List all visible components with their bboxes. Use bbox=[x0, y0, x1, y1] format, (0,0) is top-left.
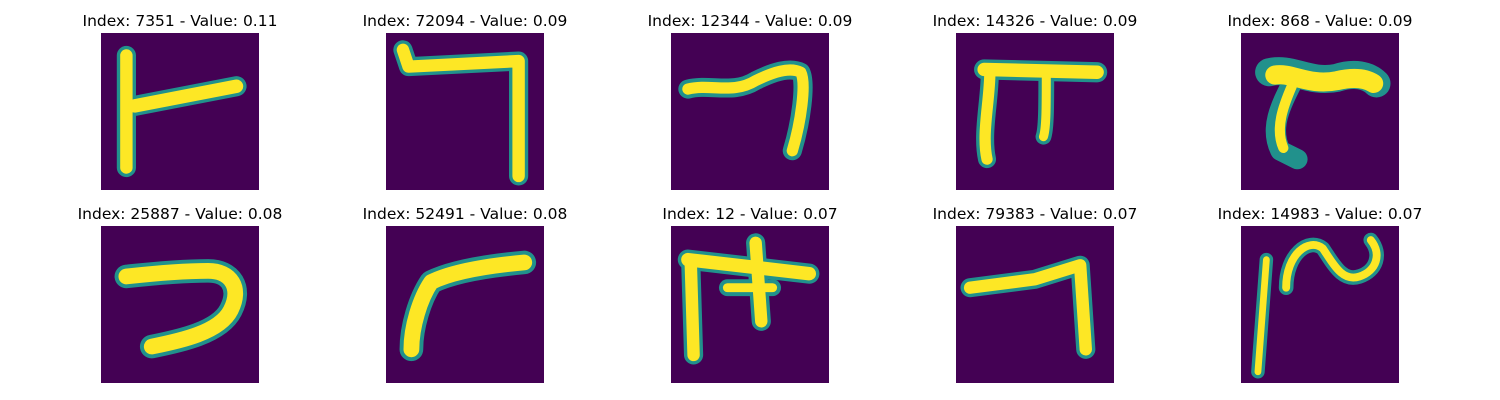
panel-title: Index: 52491 - Value: 0.08 bbox=[335, 203, 595, 225]
panel-title: Index: 7351 - Value: 0.11 bbox=[50, 10, 310, 32]
panel-5: Index: 868 - Value: 0.09 bbox=[1190, 10, 1450, 200]
panel-image bbox=[956, 226, 1114, 383]
panel-title: Index: 14983 - Value: 0.07 bbox=[1190, 203, 1450, 225]
panel-image bbox=[671, 226, 829, 383]
panel-title: Index: 14326 - Value: 0.09 bbox=[905, 10, 1165, 32]
panel-image bbox=[101, 33, 259, 190]
panel-9: Index: 79383 - Value: 0.07 bbox=[905, 203, 1165, 393]
panel-7: Index: 52491 - Value: 0.08 bbox=[335, 203, 595, 393]
panel-2: Index: 72094 - Value: 0.09 bbox=[335, 10, 595, 200]
panel-title: Index: 12344 - Value: 0.09 bbox=[620, 10, 880, 32]
panel-1: Index: 7351 - Value: 0.11 bbox=[50, 10, 310, 200]
panel-title: Index: 25887 - Value: 0.08 bbox=[50, 203, 310, 225]
panel-title: Index: 12 - Value: 0.07 bbox=[620, 203, 880, 225]
panel-title: Index: 868 - Value: 0.09 bbox=[1190, 10, 1450, 32]
panel-image bbox=[101, 226, 259, 383]
panel-image bbox=[386, 226, 544, 383]
panel-10: Index: 14983 - Value: 0.07 bbox=[1190, 203, 1450, 393]
panel-title: Index: 79383 - Value: 0.07 bbox=[905, 203, 1165, 225]
panel-image bbox=[386, 33, 544, 190]
panel-image bbox=[956, 33, 1114, 190]
panel-8: Index: 12 - Value: 0.07 bbox=[620, 203, 880, 393]
panel-3: Index: 12344 - Value: 0.09 bbox=[620, 10, 880, 200]
panel-title: Index: 72094 - Value: 0.09 bbox=[335, 10, 595, 32]
panel-image bbox=[1241, 33, 1399, 190]
panel-4: Index: 14326 - Value: 0.09 bbox=[905, 10, 1165, 200]
panel-6: Index: 25887 - Value: 0.08 bbox=[50, 203, 310, 393]
panel-image bbox=[1241, 226, 1399, 383]
panel-image bbox=[671, 33, 829, 190]
